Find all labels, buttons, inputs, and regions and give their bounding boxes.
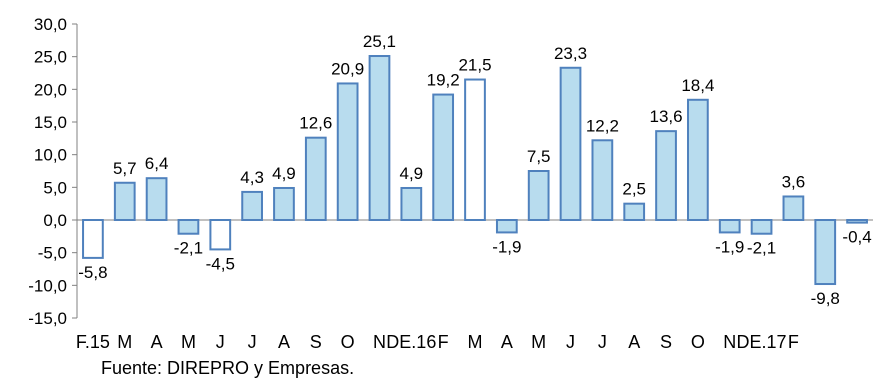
data-label: -5,8 bbox=[78, 263, 107, 282]
data-label: 5,7 bbox=[113, 159, 137, 178]
y-tick-label: 20,0 bbox=[34, 80, 67, 99]
x-tick-label: A bbox=[628, 332, 640, 352]
source-note: Fuente: DIREPRO y Empresas. bbox=[101, 358, 355, 378]
data-label: 25,1 bbox=[363, 32, 396, 51]
bar bbox=[241, 190, 263, 221]
y-tick-label: -10,0 bbox=[28, 276, 67, 295]
data-label: 4,9 bbox=[399, 164, 423, 183]
data-label: -2,1 bbox=[174, 239, 203, 258]
x-tick-label: A bbox=[501, 332, 513, 352]
data-label: 18,4 bbox=[681, 76, 714, 95]
bar bbox=[304, 136, 327, 221]
bar bbox=[432, 93, 455, 221]
x-tick-label: N bbox=[723, 332, 736, 352]
bar bbox=[273, 186, 295, 221]
y-tick-label: -5,0 bbox=[38, 244, 67, 263]
data-label: 19,2 bbox=[427, 71, 460, 90]
x-tick-label: O bbox=[691, 332, 705, 352]
data-label: -4,5 bbox=[206, 254, 235, 273]
data-label: 12,6 bbox=[299, 114, 332, 133]
bar bbox=[400, 186, 423, 221]
data-label: 21,5 bbox=[458, 56, 491, 75]
data-label: 13,6 bbox=[649, 107, 682, 126]
data-label: -9,8 bbox=[811, 289, 840, 308]
y-tick-label: 10,0 bbox=[34, 146, 67, 165]
bar bbox=[591, 139, 614, 221]
data-label: -1,9 bbox=[492, 237, 521, 256]
x-tick-label: M bbox=[468, 332, 483, 352]
bar bbox=[782, 195, 805, 221]
y-tick-label: 15,0 bbox=[34, 113, 67, 132]
x-tick-label: J bbox=[598, 332, 607, 352]
x-tick-label: O bbox=[341, 332, 355, 352]
x-tick-label: M bbox=[531, 332, 546, 352]
data-label: 4,9 bbox=[272, 164, 296, 183]
x-tick-label: S bbox=[310, 332, 322, 352]
bar bbox=[145, 177, 168, 221]
y-tick-label: -15,0 bbox=[28, 309, 67, 328]
bar bbox=[527, 170, 550, 221]
y-tick-label: 0,0 bbox=[43, 211, 67, 230]
data-label: 6,4 bbox=[145, 154, 169, 173]
data-label: 23,3 bbox=[554, 44, 587, 63]
x-tick-label: J bbox=[216, 332, 225, 352]
y-tick-label: 5,0 bbox=[43, 178, 67, 197]
data-label: 7,5 bbox=[527, 147, 551, 166]
bar bbox=[655, 130, 677, 221]
x-tick-label: S bbox=[660, 332, 672, 352]
x-tick-label: A bbox=[151, 332, 163, 352]
bar bbox=[464, 78, 486, 221]
data-label: 12,2 bbox=[586, 116, 619, 135]
x-tick-label: DE.16 bbox=[386, 332, 436, 352]
x-tick-label: M bbox=[117, 332, 132, 352]
x-tick-label: A bbox=[278, 332, 290, 352]
x-tick-label: F bbox=[788, 332, 799, 352]
x-tick-label: F bbox=[438, 332, 449, 352]
bar bbox=[623, 202, 646, 222]
bar bbox=[814, 219, 837, 286]
bar bbox=[336, 82, 359, 221]
bar bbox=[177, 219, 200, 235]
data-label: 3,6 bbox=[782, 172, 806, 191]
bar bbox=[113, 181, 136, 221]
bar bbox=[718, 219, 741, 234]
bar bbox=[368, 55, 391, 221]
bar bbox=[209, 219, 232, 251]
bar bbox=[82, 219, 104, 259]
x-tick-label: F.15 bbox=[76, 332, 110, 352]
x-tick-label: J bbox=[248, 332, 257, 352]
data-label: 4,3 bbox=[240, 168, 264, 187]
bar bbox=[687, 98, 709, 221]
y-tick-label: 30,0 bbox=[34, 15, 67, 34]
bar bbox=[495, 219, 518, 234]
bar bbox=[750, 219, 773, 235]
y-tick-label: 25,0 bbox=[34, 48, 67, 67]
data-label: 20,9 bbox=[331, 59, 364, 78]
x-tick-label: DE.17 bbox=[737, 332, 787, 352]
x-tick-label: M bbox=[181, 332, 196, 352]
data-label: -2,1 bbox=[747, 239, 776, 258]
bar bbox=[559, 66, 582, 221]
data-label: -1,9 bbox=[715, 237, 744, 256]
x-tick-label: J bbox=[566, 332, 575, 352]
data-label: -0,4 bbox=[842, 228, 871, 247]
bar bbox=[846, 219, 868, 224]
x-tick-label: N bbox=[373, 332, 386, 352]
data-label: 2,5 bbox=[622, 180, 646, 199]
